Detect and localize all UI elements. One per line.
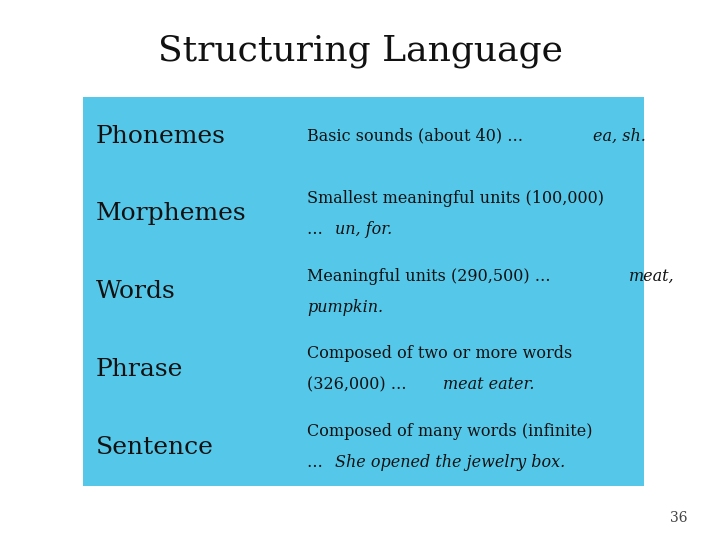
- Text: Phonemes: Phonemes: [96, 125, 225, 147]
- Text: …: …: [307, 454, 328, 471]
- Text: (326,000) …: (326,000) …: [307, 376, 412, 394]
- Text: Structuring Language: Structuring Language: [158, 35, 562, 68]
- Text: pumpkin.: pumpkin.: [307, 299, 384, 316]
- Text: Composed of many words (infinite): Composed of many words (infinite): [307, 423, 593, 440]
- Text: meat,: meat,: [629, 267, 674, 285]
- FancyBboxPatch shape: [83, 97, 644, 486]
- Text: Morphemes: Morphemes: [96, 202, 246, 225]
- Text: Basic sounds (about 40) …: Basic sounds (about 40) …: [307, 127, 528, 145]
- Text: …: …: [307, 221, 328, 238]
- Text: Smallest meaningful units (100,000): Smallest meaningful units (100,000): [307, 190, 605, 207]
- Text: ea, sh.: ea, sh.: [593, 127, 646, 145]
- Text: Phrase: Phrase: [96, 358, 183, 381]
- Text: Words: Words: [96, 280, 176, 303]
- Text: Sentence: Sentence: [96, 436, 214, 458]
- Text: un, for.: un, for.: [335, 221, 392, 238]
- Text: Composed of two or more words: Composed of two or more words: [307, 345, 572, 362]
- Text: meat eater.: meat eater.: [443, 376, 534, 394]
- Text: 36: 36: [670, 511, 688, 525]
- Text: Meaningful units (290,500) …: Meaningful units (290,500) …: [307, 267, 556, 285]
- Text: She opened the jewelry box.: She opened the jewelry box.: [335, 454, 564, 471]
